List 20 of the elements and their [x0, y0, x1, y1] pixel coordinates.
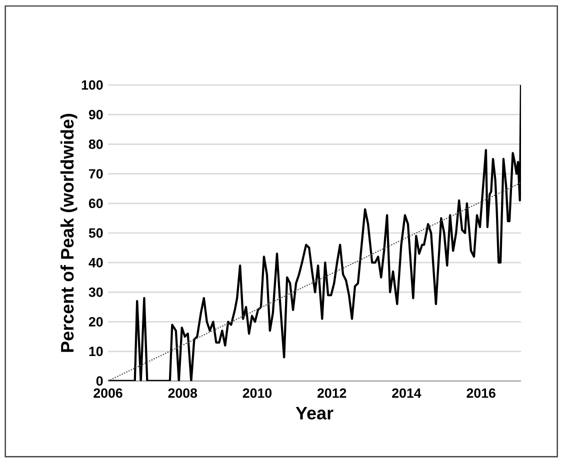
- y-tick-label: 0: [96, 376, 103, 386]
- y-tick-label: 80: [88, 139, 103, 149]
- x-tick-label: 2016: [466, 388, 496, 398]
- x-tick-label: 2006: [94, 388, 122, 398]
- line-series: [108, 85, 521, 381]
- y-tick-label: 40: [88, 258, 103, 268]
- y-tick-label: 60: [88, 198, 103, 208]
- y-tick-label: 100: [82, 80, 103, 90]
- y-tick-label: 70: [89, 169, 103, 179]
- x-axis-title: Year: [296, 406, 334, 420]
- x-tick-label: 2008: [168, 388, 198, 398]
- y-tick-label: 90: [88, 110, 103, 120]
- y-tick-label: 20: [88, 317, 103, 327]
- x-tick-label: 2012: [317, 388, 346, 398]
- x-tick-label: 2010: [242, 388, 272, 398]
- x-tick-label: 2014: [392, 388, 422, 398]
- y-tick-label: 50: [88, 228, 103, 238]
- y-axis-title: Percent of Peak (worldwide): [60, 114, 78, 352]
- y-tick-label: 10: [89, 346, 103, 356]
- y-tick-label: 30: [88, 287, 103, 297]
